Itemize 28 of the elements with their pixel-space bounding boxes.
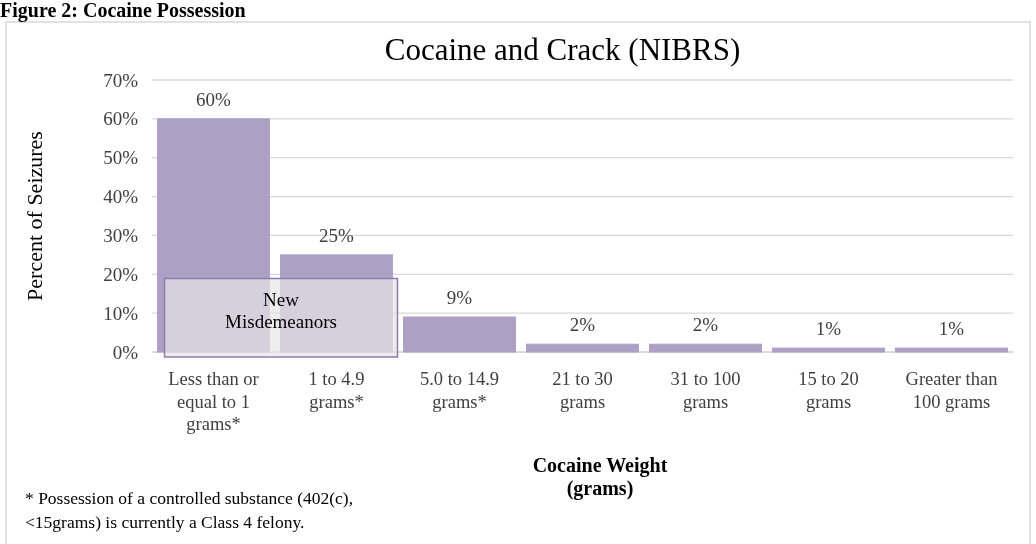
data-label: 60% bbox=[196, 88, 232, 110]
x-tick-label: 21 to 30 grams bbox=[552, 369, 613, 412]
caption: Figure 2: Cocaine Possession bbox=[0, 0, 246, 22]
data-label: 2% bbox=[692, 314, 719, 336]
x-axis-title: Cocaine Weight (grams) bbox=[532, 454, 668, 500]
y-tick-label: 70% bbox=[103, 69, 139, 91]
y-tick-label: 30% bbox=[103, 225, 139, 247]
text: * Possession of a controlled substance (402(c), <15grams) is currently a Class 4 felony. bbox=[25, 488, 354, 532]
x-tick-label: Greater than 100 grams bbox=[905, 369, 998, 412]
data-label: 1% bbox=[938, 318, 965, 340]
x-tick-label: 1 to 4.9 grams* bbox=[308, 369, 365, 412]
y-tick-label: 20% bbox=[103, 263, 139, 285]
y-axis-title: Percent of Seizures bbox=[22, 131, 47, 301]
band-label: New Misdemeanors bbox=[225, 288, 337, 332]
data-label: 25% bbox=[319, 224, 355, 246]
y-tick-label: 60% bbox=[103, 108, 139, 130]
chart-title: Cocaine and Crack (NIBRS) bbox=[384, 32, 741, 67]
data-label: 9% bbox=[446, 287, 473, 309]
x-tick-label: Less than or equal to 1 grams* bbox=[168, 369, 259, 434]
data-label: 2% bbox=[569, 314, 596, 336]
y-tick-label: 10% bbox=[103, 302, 139, 324]
y-tick-label: 50% bbox=[103, 147, 139, 169]
x-tick-label: 31 to 100 grams bbox=[670, 369, 741, 412]
x-tick-label: 15 to 20 grams bbox=[798, 369, 859, 412]
data-label: 1% bbox=[815, 318, 842, 340]
y-tick-label: 0% bbox=[112, 341, 139, 363]
x-tick-label: 5.0 to 14.9 grams* bbox=[419, 369, 500, 412]
y-tick-label: 40% bbox=[103, 186, 139, 208]
